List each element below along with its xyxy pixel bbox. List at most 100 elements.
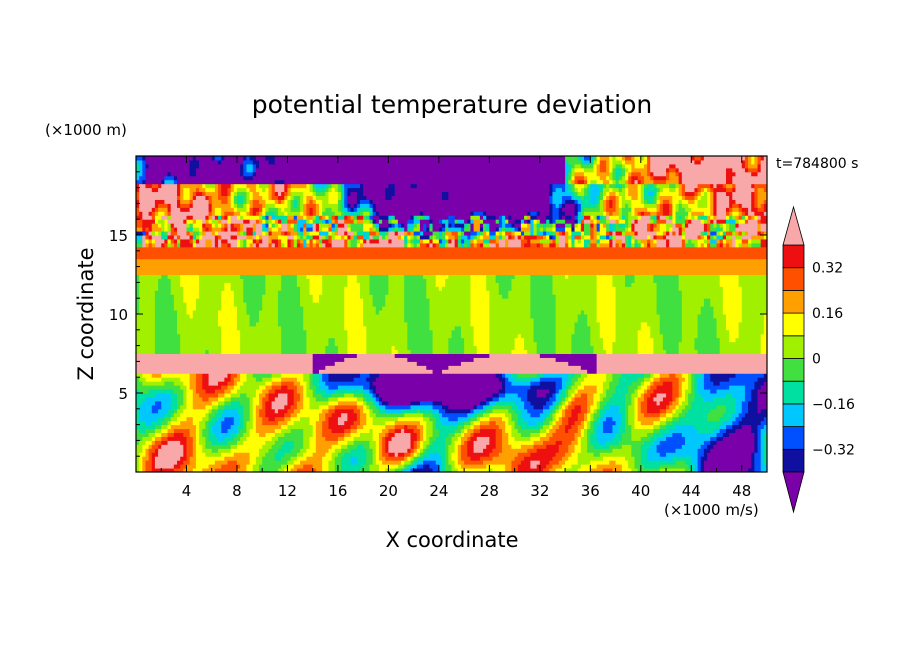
field-cell [520,432,525,437]
field-cell [382,420,386,426]
field-cell [618,420,623,426]
field-cell [432,385,437,390]
field-cell [473,393,478,398]
field-cell [722,377,727,382]
field-cell [186,464,191,469]
field-cell [331,436,336,441]
field-cell [274,448,279,453]
field-cell [158,416,162,422]
field-cell [678,416,683,422]
field-cell [438,460,443,465]
field-cell [568,393,572,398]
field-cell [243,456,247,461]
field-cell [511,456,516,461]
field-cell [271,420,276,426]
field-cell [744,400,749,406]
field-cell [631,396,635,402]
field-cell [656,440,661,445]
field-cell [369,389,374,394]
field-cell [479,456,484,461]
field-cell [199,440,203,445]
field-cell [372,468,377,472]
field-cell [145,416,150,422]
field-cell [476,381,481,386]
field-cell [640,444,645,449]
field-cell [628,464,632,469]
field-cell [290,412,295,418]
field-cell [716,452,721,457]
field-cell [233,444,238,449]
field-cell [236,464,241,469]
field-cell [527,420,531,426]
field-cell [451,416,456,422]
field-cell [703,373,708,378]
field-cell [183,377,187,382]
field-cell [483,456,487,461]
field-cell [719,448,724,453]
field-cell [255,408,260,414]
field-cell [612,468,617,472]
field-cell [536,404,541,410]
field-cell [426,393,430,398]
field-cell [372,404,377,410]
field-cell [312,432,317,437]
field-cell [539,464,544,469]
field-cell [640,420,645,426]
field-cell [401,408,405,414]
field-cell [602,412,607,418]
field-cell [555,436,560,441]
field-cell [240,404,244,410]
field-cell [489,404,494,410]
field-cell [136,393,140,398]
field-cell [460,420,465,426]
field-cell [555,468,560,472]
field-cell [164,416,169,422]
field-cell [413,400,418,406]
field-cell [675,428,680,433]
field-cell [716,448,721,453]
field-cell [407,412,411,418]
field-cell [643,416,648,422]
field-cell [716,468,721,472]
field-cell [486,468,490,472]
field-cell [558,412,563,418]
field-cell [514,400,519,406]
field-cell [442,456,446,461]
field-cell [558,373,563,378]
field-cell [236,448,241,453]
field-cell [407,452,411,457]
field-cell [476,412,481,418]
field-cell [533,436,538,441]
field-cell [634,468,639,472]
field-cell [539,385,544,390]
field-cell [460,400,465,406]
time-label: t=784800 s [776,156,858,172]
field-cell [694,377,699,382]
field-cell [703,424,708,430]
field-cell [293,436,298,441]
field-cell [230,468,235,472]
field-cell [520,373,525,378]
field-cell [344,408,348,414]
field-cell [561,428,566,433]
field-cell [397,444,402,449]
field-cell [211,416,216,422]
field-cell [136,389,140,394]
field-cell [659,400,664,406]
field-cell [192,428,197,433]
field-cell [448,464,452,469]
field-cell [136,373,140,378]
field-cell [599,373,604,378]
field-cell [451,385,456,390]
field-cell [710,444,714,449]
field-cell [710,440,714,445]
field-cell [754,428,759,433]
field-cell [688,424,692,430]
field-cell [666,440,670,445]
field-cell [744,396,749,402]
field-cell [501,440,506,445]
field-cell [167,460,172,465]
field-cell [716,444,721,449]
field-cell [606,440,610,445]
field-cell [391,452,396,457]
